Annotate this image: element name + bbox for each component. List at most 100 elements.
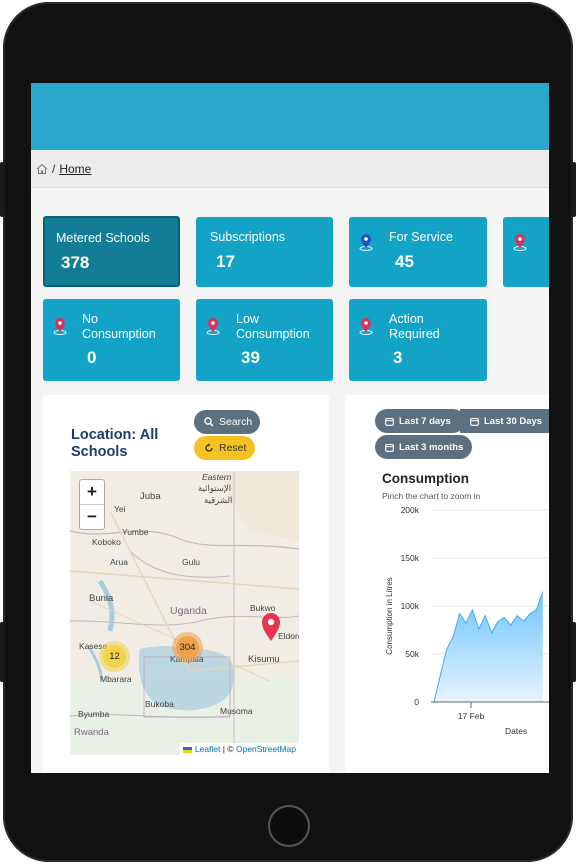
blue-pin-icon bbox=[359, 234, 373, 251]
map-label: Yumbe bbox=[122, 527, 149, 537]
card-value: 0 bbox=[87, 348, 97, 367]
series-line bbox=[433, 591, 544, 703]
calendar-icon bbox=[385, 417, 394, 426]
location-title: Location: All Schools bbox=[71, 427, 159, 460]
red-pin-icon bbox=[359, 318, 373, 335]
map-label: Bunia bbox=[89, 593, 114, 604]
y-axis-label: Consumption in Litres bbox=[385, 577, 394, 654]
map-label: Bukoba bbox=[145, 699, 174, 709]
location-panel: Location: All Schools Search Reset bbox=[43, 395, 329, 773]
map-label: Arua bbox=[110, 557, 128, 567]
series-area bbox=[434, 591, 543, 702]
leaflet-link[interactable]: Leaflet bbox=[194, 744, 221, 754]
top-header-bar bbox=[31, 83, 549, 150]
map-cluster-count: 12 bbox=[103, 645, 126, 668]
flag-icon bbox=[183, 746, 193, 753]
card-label: Subscriptions bbox=[210, 230, 286, 244]
map-label: Juba bbox=[140, 491, 161, 502]
red-pin-icon bbox=[206, 318, 220, 335]
red-pin-icon bbox=[513, 234, 527, 251]
card-no-consumption[interactable]: No Consumption 0 bbox=[43, 299, 180, 381]
breadcrumb-home-link[interactable]: Home bbox=[59, 161, 92, 176]
map-label: Uganda bbox=[170, 605, 207, 617]
map-marker-icon[interactable] bbox=[260, 612, 282, 642]
map-cluster[interactable]: 12 bbox=[99, 641, 130, 672]
app-screen: / Home Metered Schools 378 Subscriptions… bbox=[31, 83, 549, 773]
reset-icon bbox=[205, 443, 213, 452]
map-label: الشرقية bbox=[204, 495, 233, 505]
map-tiles bbox=[70, 471, 299, 755]
y-tick-label: 200k bbox=[401, 505, 420, 515]
card-low-consumption[interactable]: Low Consumption 39 bbox=[196, 299, 333, 381]
map-label: Mbarara bbox=[100, 674, 132, 684]
consumption-panel: Last 7 days Last 30 Days Last 3 months C… bbox=[345, 395, 549, 773]
map-label: Bukwo bbox=[250, 603, 276, 613]
calendar-icon bbox=[385, 443, 394, 452]
last-3-months-label: Last 3 months bbox=[399, 441, 464, 453]
card-value: 39 bbox=[241, 348, 260, 367]
card-subscriptions[interactable]: Subscriptions 17 bbox=[196, 217, 333, 287]
osm-link[interactable]: OpenStreetMap bbox=[235, 744, 296, 754]
power-button bbox=[571, 162, 576, 217]
last-3-months-button[interactable]: Last 3 months bbox=[375, 435, 472, 459]
map-label: Kisumu bbox=[248, 654, 280, 665]
red-pin-icon bbox=[53, 318, 67, 335]
breadcrumb-separator: / bbox=[52, 161, 56, 176]
card-label: For Service bbox=[389, 230, 453, 244]
card-partial[interactable] bbox=[503, 217, 549, 287]
map-label: Eastern bbox=[202, 472, 232, 482]
card-label: Metered Schools bbox=[56, 231, 150, 245]
card-value: 378 bbox=[61, 253, 90, 272]
map-label: Eldoret bbox=[278, 631, 299, 641]
map-label: Byumba bbox=[78, 709, 110, 719]
map-label: Yei bbox=[114, 504, 126, 514]
volume-button bbox=[0, 622, 5, 682]
map-view[interactable]: Eastern الإستوائية الشرقية Juba Yei Yumb… bbox=[70, 471, 299, 755]
chart-title: Consumption bbox=[382, 471, 469, 486]
map-attribution: Leaflet | © OpenStreetMap bbox=[180, 743, 299, 755]
y-tick-label: 100k bbox=[401, 601, 420, 611]
card-value: 45 bbox=[395, 252, 414, 271]
search-icon bbox=[204, 417, 214, 427]
y-tick-label: 150k bbox=[401, 553, 420, 563]
x-axis-label: Dates bbox=[505, 726, 527, 736]
reset-button[interactable]: Reset bbox=[194, 436, 255, 460]
calendar-icon bbox=[470, 417, 479, 426]
consumption-chart[interactable]: 0 50k 100k 150k 200k 17 Feb Dates Consumption i… bbox=[345, 500, 549, 750]
map-cluster-count: 304 bbox=[176, 636, 199, 659]
search-button-label: Search bbox=[219, 416, 253, 428]
card-for-service[interactable]: For Service 45 bbox=[349, 217, 487, 287]
card-value: 3 bbox=[393, 348, 403, 367]
zoom-divider bbox=[80, 504, 104, 505]
attribution-separator: | © bbox=[222, 744, 234, 754]
map-label: الإستوائية bbox=[198, 483, 232, 493]
card-label: Low Consumption bbox=[236, 312, 310, 341]
side-button bbox=[571, 622, 576, 682]
card-value: 17 bbox=[216, 252, 235, 271]
home-button[interactable] bbox=[268, 805, 310, 847]
y-tick-label: 0 bbox=[414, 697, 419, 707]
chart-subtitle: Pinch the chart to zoom in bbox=[382, 491, 481, 501]
x-tick-label: 17 Feb bbox=[458, 711, 485, 721]
breadcrumb: / Home bbox=[31, 150, 549, 188]
home-icon[interactable] bbox=[36, 163, 48, 175]
last-30-days-label: Last 30 Days bbox=[484, 415, 543, 427]
map-zoom-control: + − bbox=[79, 479, 105, 530]
volume-button bbox=[0, 162, 5, 217]
zoom-out-button[interactable]: − bbox=[87, 507, 97, 526]
map-label: Musoma bbox=[220, 706, 253, 716]
last-7-days-label: Last 7 days bbox=[399, 415, 451, 427]
last-7-days-button[interactable]: Last 7 days bbox=[375, 409, 465, 433]
last-30-days-button[interactable]: Last 30 Days bbox=[460, 409, 549, 433]
map-label: Kasese bbox=[79, 641, 108, 651]
reset-button-label: Reset bbox=[219, 442, 247, 454]
card-action-required[interactable]: Action Required 3 bbox=[349, 299, 487, 381]
map-label: Rwanda bbox=[74, 727, 109, 738]
map-label: Koboko bbox=[92, 537, 121, 547]
card-label: No Consumption bbox=[82, 312, 156, 341]
search-button[interactable]: Search bbox=[194, 410, 260, 434]
y-tick-label: 50k bbox=[405, 649, 419, 659]
card-metered-schools[interactable]: Metered Schools 378 bbox=[43, 216, 180, 287]
zoom-in-button[interactable]: + bbox=[87, 482, 97, 501]
map-cluster[interactable]: 304 bbox=[172, 632, 203, 663]
